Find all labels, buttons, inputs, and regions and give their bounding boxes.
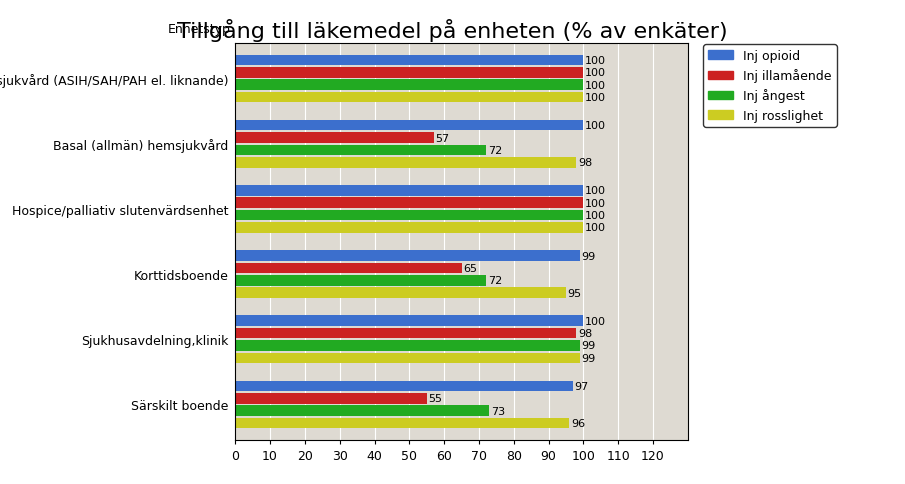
- Text: 97: 97: [575, 381, 589, 391]
- Bar: [235, 121, 584, 131]
- Bar: [235, 275, 486, 286]
- Text: 100: 100: [586, 68, 606, 78]
- Text: 55: 55: [428, 393, 443, 404]
- Bar: [235, 198, 584, 209]
- Text: 73: 73: [491, 406, 505, 416]
- Text: 100: 100: [586, 186, 606, 196]
- Bar: [235, 92, 584, 103]
- Bar: [235, 68, 584, 78]
- Bar: [235, 381, 573, 392]
- Bar: [235, 158, 576, 168]
- Text: 65: 65: [463, 263, 477, 273]
- Text: 95: 95: [567, 288, 582, 298]
- Text: 98: 98: [578, 158, 593, 168]
- Text: Tillgång till läkemedel på enheten (% av enkäter): Tillgång till läkemedel på enheten (% av…: [177, 19, 728, 42]
- Bar: [235, 186, 584, 196]
- Text: 99: 99: [582, 251, 595, 261]
- Text: 100: 100: [586, 56, 606, 66]
- Text: 99: 99: [582, 341, 595, 351]
- Bar: [235, 288, 566, 298]
- Text: 96: 96: [571, 418, 586, 428]
- Text: 99: 99: [582, 353, 595, 363]
- Bar: [235, 211, 584, 221]
- Bar: [235, 263, 462, 273]
- Bar: [235, 418, 569, 428]
- Bar: [235, 316, 584, 326]
- Text: 100: 100: [586, 316, 606, 326]
- Bar: [235, 133, 433, 143]
- Text: 100: 100: [586, 93, 606, 103]
- Bar: [235, 341, 580, 351]
- Bar: [235, 223, 584, 233]
- Text: 100: 100: [586, 80, 606, 91]
- Text: 98: 98: [578, 329, 593, 338]
- Bar: [235, 328, 576, 339]
- Legend: Inj opioid, Inj illamående, Inj ångest, Inj rosslighet: Inj opioid, Inj illamående, Inj ångest, …: [703, 45, 836, 127]
- Bar: [235, 406, 490, 416]
- Text: Enhetstyp: Enhetstyp: [168, 23, 231, 36]
- Text: 100: 100: [586, 211, 606, 221]
- Bar: [235, 251, 580, 261]
- Text: 57: 57: [435, 133, 450, 143]
- Text: 100: 100: [586, 198, 606, 208]
- Text: 72: 72: [488, 146, 502, 155]
- Bar: [235, 145, 486, 156]
- Bar: [235, 80, 584, 91]
- Bar: [235, 353, 580, 363]
- Bar: [235, 393, 427, 404]
- Text: 100: 100: [586, 121, 606, 131]
- Text: 72: 72: [488, 276, 502, 286]
- Bar: [235, 56, 584, 66]
- Text: 100: 100: [586, 223, 606, 233]
